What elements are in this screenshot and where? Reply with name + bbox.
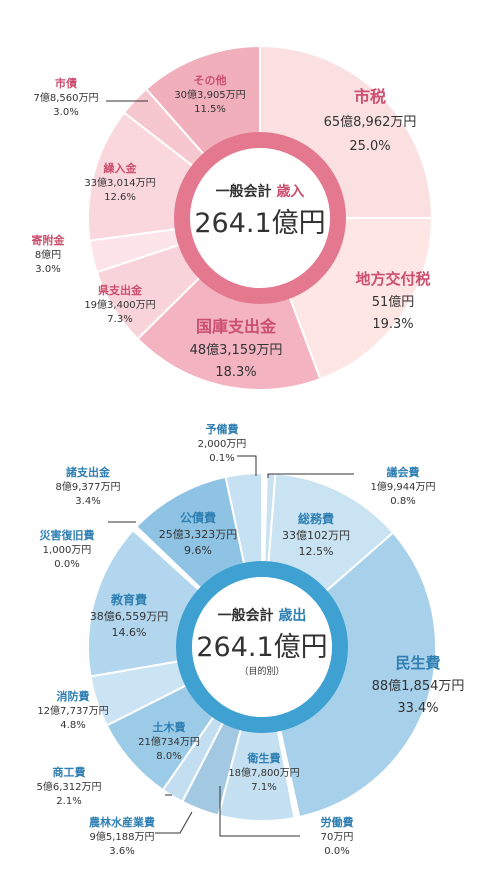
exp-label-pct-3: 33.4% bbox=[397, 701, 438, 716]
exp-label-pct-10: 14.6% bbox=[112, 626, 147, 639]
exp-label-pct-4: 0.0% bbox=[324, 846, 349, 857]
exp-leader-gikaihi bbox=[267, 473, 354, 478]
exp-label-name-10: 教育費 bbox=[110, 592, 147, 607]
exp-label-amount-7: 5億6,312万円 bbox=[37, 780, 102, 793]
exp-label-amount-2: 33億102万円 bbox=[282, 529, 350, 542]
exp-label-name-4: 労働費 bbox=[321, 815, 354, 829]
rev-label-amount-3: 19億3,400万円 bbox=[84, 298, 155, 311]
exp-label-amount-9: 12億7,737万円 bbox=[37, 704, 108, 717]
exp-label-amount-6: 9億5,188万円 bbox=[90, 830, 155, 843]
exp-label-pct-0: 0.1% bbox=[209, 453, 234, 464]
exp-label-amount-13: 8億9,377万円 bbox=[56, 480, 121, 493]
expenditure-donut bbox=[87, 471, 437, 822]
center-total-1: 264.1億円 bbox=[194, 208, 325, 239]
exp-leader-nourin bbox=[155, 811, 193, 834]
exp-label-pct-2: 12.5% bbox=[299, 545, 334, 558]
exp-label-pct-1: 0.8% bbox=[390, 496, 415, 507]
rev-label-amount-0: 65億8,962万円 bbox=[324, 114, 417, 130]
exp-label-name-9: 消防費 bbox=[57, 689, 90, 703]
center-hole-1 bbox=[190, 148, 330, 288]
center-heading-1: 一般会計 歳入 bbox=[216, 183, 305, 200]
center-total-2: 264.1億円 bbox=[196, 632, 327, 663]
exp-label-name-12: 公債費 bbox=[180, 510, 216, 525]
center-ring-2 bbox=[176, 561, 348, 733]
exp-label-name-7: 商工費 bbox=[53, 765, 86, 779]
rev-label-name-4: 寄附金 bbox=[32, 233, 66, 247]
exp-label-name-13: 諸支出金 bbox=[66, 465, 111, 479]
exp-label-pct-8: 8.0% bbox=[156, 751, 181, 762]
exp-label-pct-11: 0.0% bbox=[54, 559, 79, 570]
exp-label-amount-12: 25億3,323万円 bbox=[159, 528, 238, 541]
exp-label-amount-3: 88億1,854万円 bbox=[372, 678, 465, 694]
exp-label-pct-9: 4.8% bbox=[60, 720, 85, 731]
exp-label-name-11: 災害復旧費 bbox=[39, 528, 95, 542]
revenue-donut bbox=[87, 44, 434, 391]
rev-label-pct-7: 11.5% bbox=[194, 104, 226, 115]
rev-label-name-3: 県支出金 bbox=[98, 283, 143, 297]
exp-label-pct-12: 9.6% bbox=[184, 544, 212, 557]
center-note-2: （目的別） bbox=[239, 665, 284, 677]
rev-label-name-2: 国庫支出金 bbox=[196, 317, 277, 336]
exp-label-pct-13: 3.4% bbox=[75, 496, 100, 507]
exp-label-amount-10: 38億6,559万円 bbox=[90, 610, 169, 623]
rev-label-pct-4: 3.0% bbox=[35, 264, 60, 275]
exp-label-name-8: 土木費 bbox=[153, 720, 186, 734]
rev-label-name-5: 繰入金 bbox=[104, 161, 138, 175]
center-hole-2 bbox=[192, 577, 332, 717]
rev-label-amount-5: 33億3,014万円 bbox=[84, 176, 155, 189]
rev-label-amount-1: 51億円 bbox=[372, 294, 415, 310]
center-heading-2: 一般会計 歳出 bbox=[218, 607, 307, 624]
exp-label-name-0: 予備費 bbox=[206, 422, 239, 436]
rev-label-pct-1: 19.3% bbox=[372, 317, 413, 332]
rev-label-pct-0: 25.0% bbox=[349, 139, 390, 154]
rev-label-amount-4: 8億円 bbox=[35, 248, 61, 261]
exp-label-amount-8: 21億734万円 bbox=[138, 735, 200, 748]
exp-leader-roudouhi bbox=[219, 786, 300, 837]
rev-label-amount-6: 7億8,560万円 bbox=[34, 91, 99, 104]
rev-label-pct-5: 12.6% bbox=[104, 192, 136, 203]
exp-label-amount-5: 18億7,800万円 bbox=[228, 766, 299, 779]
exp-label-name-5: 衛生費 bbox=[247, 751, 281, 765]
exp-leader-yobihi bbox=[237, 455, 257, 476]
exp-label-name-2: 総務費 bbox=[298, 511, 334, 526]
exp-label-name-3: 民生費 bbox=[395, 654, 440, 672]
exp-label-amount-11: 1,000万円 bbox=[43, 545, 92, 556]
exp-label-amount-4: 70万円 bbox=[321, 832, 354, 843]
rev-label-name-7: その他 bbox=[194, 73, 227, 87]
slice-labels: 市税 65億8,962万円 25.0% 地方交付税 51億円 19.3% 国庫支出金 48億3… bbox=[32, 73, 465, 857]
rev-label-name-1: 地方交付税 bbox=[355, 270, 430, 288]
exp-label-pct-5: 7.1% bbox=[251, 782, 276, 793]
slice-2-3 bbox=[260, 531, 437, 819]
center-ring-1 bbox=[174, 132, 346, 304]
rev-label-name-6: 市債 bbox=[55, 76, 77, 90]
rev-label-pct-3: 7.3% bbox=[107, 314, 132, 325]
exp-label-amount-0: 2,000万円 bbox=[198, 439, 247, 450]
exp-label-pct-6: 3.6% bbox=[109, 846, 134, 857]
rev-label-amount-2: 48億3,159万円 bbox=[190, 342, 283, 358]
exp-label-name-1: 議会費 bbox=[387, 465, 420, 479]
rev-label-pct-6: 3.0% bbox=[53, 107, 78, 118]
exp-label-pct-7: 2.1% bbox=[56, 796, 81, 807]
exp-label-amount-1: 1億9,944万円 bbox=[371, 480, 436, 493]
exp-label-name-6: 農林水産業費 bbox=[89, 815, 155, 829]
rev-label-name-0: 市税 bbox=[354, 87, 386, 106]
rev-label-pct-2: 18.3% bbox=[215, 365, 256, 380]
rev-label-amount-7: 30億3,905万円 bbox=[174, 88, 245, 101]
